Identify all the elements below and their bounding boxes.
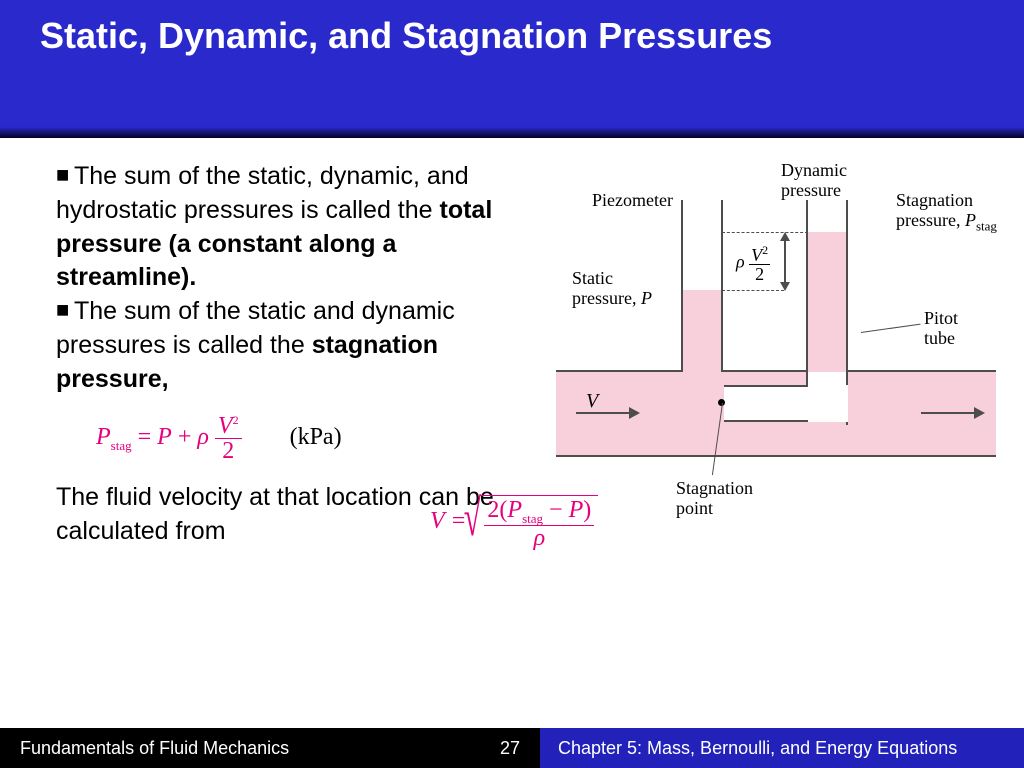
footer-right: Chapter 5: Mass, Bernoulli, and Energy E… [540, 728, 1024, 768]
eq2-p1: P [507, 497, 522, 523]
diagram-line [721, 200, 723, 370]
eq1-lhs: P [96, 424, 111, 450]
label-rho: ρ [736, 252, 745, 272]
bullet-list: ■The sum of the static, dynamic, and hyd… [56, 160, 516, 396]
eq1-unit: (kPa) [290, 424, 342, 450]
pitot-diagram: Piezometer Dynamic pressure Stagnation p… [526, 160, 1006, 540]
eq2-den: ρ [484, 526, 594, 550]
label-frac-num: V [751, 245, 762, 265]
label-stagpt2: point [676, 498, 713, 519]
diagram-fill [724, 387, 808, 420]
title-bar: Static, Dynamic, and Stagnation Pressure… [0, 0, 1024, 138]
label-V: V [586, 390, 598, 413]
eq2-minus: − [543, 497, 569, 523]
equation-velocity: V = √ 2(Pstag − P) ρ [430, 495, 598, 550]
flow-arrow-line [921, 412, 976, 414]
eq2-sub1: stag [522, 511, 543, 526]
footer-left: Fundamentals of Fluid Mechanics [0, 728, 480, 768]
diagram-line [556, 455, 996, 457]
slide-title: Static, Dynamic, and Stagnation Pressure… [40, 14, 772, 57]
content-area: ■The sum of the static, dynamic, and hyd… [0, 138, 1024, 549]
label-pitot1: Pitot [924, 308, 958, 329]
arrowhead-right-icon [629, 407, 640, 419]
eq1-num-sup: 2 [233, 413, 239, 427]
label-static-pvar: P [641, 288, 652, 308]
diagram-dash [722, 290, 784, 291]
eq2-2open: 2( [487, 497, 507, 523]
eq2-p2: P [569, 497, 584, 523]
diagram-fill [808, 232, 846, 382]
bullet1-text: The sum of the static, dynamic, and hydr… [56, 162, 469, 224]
left-column: ■The sum of the static, dynamic, and hyd… [56, 160, 516, 549]
diagram-fill [808, 385, 848, 422]
label-piezometer: Piezometer [592, 190, 673, 211]
diagram-fill [683, 369, 721, 372]
arrowhead-down-icon [780, 282, 790, 291]
label-static1: Static [572, 268, 613, 289]
right-column: Piezometer Dynamic pressure Stagnation p… [526, 160, 1006, 549]
label-frac-sup: 2 [762, 243, 768, 257]
label-static2: pressure, [572, 288, 641, 308]
footer-page-number: 27 [480, 728, 540, 768]
label-stagnation1: Stagnation [896, 190, 973, 211]
diagram-dash [722, 232, 808, 233]
dim-arrow-line [784, 236, 786, 286]
label-stag-p: P [965, 210, 976, 230]
eq1-den: 2 [215, 439, 242, 463]
eq1-num: V [218, 413, 233, 439]
eq1-plus: + [172, 424, 198, 450]
label-stagnation2: pressure, [896, 210, 965, 230]
arrowhead-up-icon [780, 232, 790, 241]
label-frac-den: 2 [749, 265, 770, 283]
label-dynamic1: Dynamic [781, 160, 847, 181]
eq1-lhs-sub: stag [111, 438, 132, 453]
footer-bar: Fundamentals of Fluid Mechanics 27 Chapt… [0, 728, 1024, 768]
eq1-p: P [157, 424, 172, 450]
eq1-rho: ρ [197, 424, 209, 450]
flow-arrow-line [576, 412, 631, 414]
label-pitot2: tube [924, 328, 955, 349]
arrowhead-right-icon [974, 407, 985, 419]
bullet-icon: ■ [56, 160, 74, 190]
eq2-close: ) [583, 497, 591, 523]
diagram-fill [683, 290, 721, 372]
leader-line [861, 324, 921, 333]
label-stag-sub: stag [976, 219, 997, 234]
label-stagpt1: Stagnation [676, 478, 753, 499]
label-dynamic2: pressure [781, 180, 841, 201]
bullet-icon: ■ [56, 295, 74, 325]
equation-stagnation: Pstag = P + ρ V2 2 (kPa) [96, 414, 516, 463]
